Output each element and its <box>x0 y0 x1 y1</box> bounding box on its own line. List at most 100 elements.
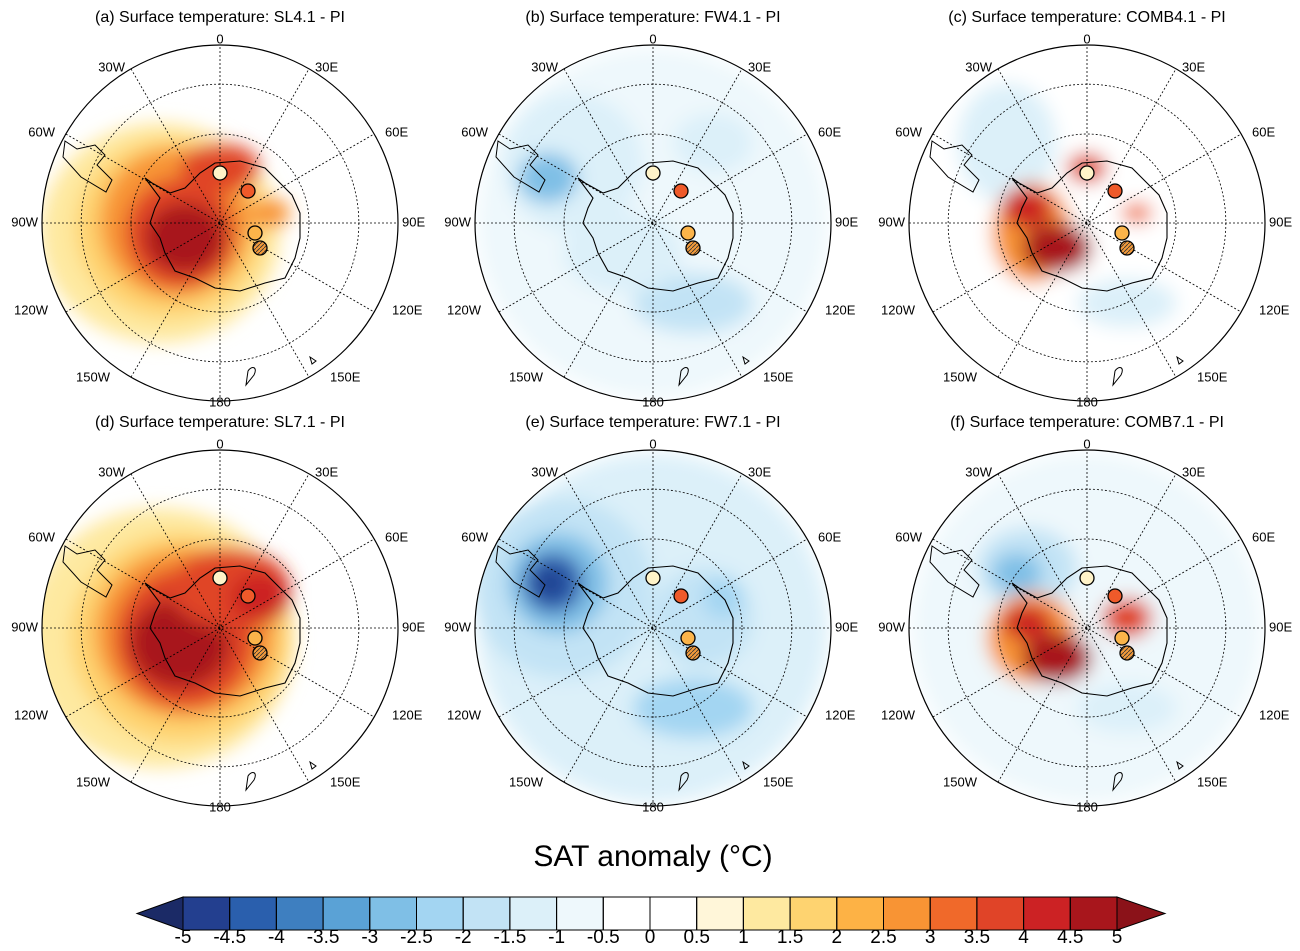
site-marker <box>686 646 700 660</box>
anomaly-region <box>1077 683 1177 733</box>
colorbar-tick-label: -2.5 <box>400 927 433 946</box>
longitude-label: 30W <box>531 464 558 479</box>
site-marker <box>213 571 227 585</box>
longitude-label: 60W <box>895 124 922 139</box>
longitude-label: 120W <box>14 707 49 722</box>
colorbar-tick-label: 2 <box>832 927 843 946</box>
anomaly-region <box>1022 223 1092 273</box>
longitude-label: 30W <box>98 59 125 74</box>
colorbar-box <box>370 897 417 930</box>
longitude-label: 30E <box>1182 464 1205 479</box>
longitude-label: 90W <box>11 619 38 634</box>
longitude-label: 150W <box>943 774 978 789</box>
anomaly-region <box>1102 598 1152 638</box>
anomaly-region <box>230 573 290 623</box>
site-marker <box>686 241 700 255</box>
longitude-label: 30W <box>531 59 558 74</box>
longitude-label: 150E <box>330 369 361 384</box>
colorbar-tick-label: -3 <box>361 927 378 946</box>
longitude-label: 120E <box>392 302 423 317</box>
colorbar-tick-label: 1.5 <box>777 927 803 946</box>
panel-title: (b) Surface temperature: FW4.1 - PI <box>525 9 780 26</box>
panel-title: (e) Surface temperature: FW7.1 - PI <box>525 414 780 431</box>
longitude-label: 120E <box>1259 302 1290 317</box>
map-panel: 030E60E90E120E150E180150W120W90W60W30W(b… <box>444 9 858 409</box>
map-panel: 030E60E90E120E150E180150W120W90W60W30W(d… <box>11 414 425 814</box>
colorbar-box <box>1024 897 1071 930</box>
longitude-label: 60E <box>818 529 841 544</box>
figure: 030E60E90E120E150E180150W120W90W60W30W(a… <box>0 0 1300 946</box>
colorbar-box <box>603 897 650 930</box>
colorbar-tick-label: -2 <box>455 927 472 946</box>
site-marker <box>1120 646 1134 660</box>
site-marker <box>248 631 262 645</box>
site-marker <box>674 184 688 198</box>
longitude-label: 60E <box>1252 124 1275 139</box>
longitude-label: 120W <box>881 302 916 317</box>
map-panel: 030E60E90E120E150E180150W120W90W60W30W(e… <box>444 414 858 814</box>
longitude-label: 90E <box>835 214 858 229</box>
longitude-label: 60E <box>385 529 408 544</box>
colorbar-box <box>977 897 1024 930</box>
site-marker <box>674 589 688 603</box>
longitude-label: 120E <box>1259 707 1290 722</box>
longitude-label: 180 <box>1076 799 1098 814</box>
longitude-label: 30E <box>748 59 771 74</box>
colorbar-box <box>510 897 557 930</box>
anomaly-region <box>145 203 225 273</box>
longitude-label: 120E <box>825 302 856 317</box>
panel-title: (f) Surface temperature: COMB7.1 - PI <box>950 414 1224 431</box>
site-marker <box>646 571 660 585</box>
longitude-label: 180 <box>209 799 231 814</box>
site-marker <box>1080 166 1094 180</box>
longitude-label: 60W <box>461 529 488 544</box>
colorbar-tick-label: -0.5 <box>587 927 620 946</box>
site-marker <box>1108 589 1122 603</box>
anomaly-region <box>1002 188 1052 228</box>
longitude-label: 30E <box>315 464 338 479</box>
site-marker <box>1115 631 1129 645</box>
colorbar-tick-label: -1.5 <box>494 927 527 946</box>
colorbar-box <box>183 897 230 930</box>
longitude-label: 120W <box>447 302 482 317</box>
longitude-label: 150W <box>509 369 544 384</box>
site-marker <box>646 166 660 180</box>
longitude-label: 90E <box>402 214 425 229</box>
longitude-label: 150E <box>1197 369 1228 384</box>
site-marker <box>248 226 262 240</box>
longitude-label: 180 <box>209 394 231 409</box>
longitude-label: 120W <box>447 707 482 722</box>
longitude-label: 30W <box>965 464 992 479</box>
longitude-label: 60E <box>1252 529 1275 544</box>
colorbar-tick-label: 0.5 <box>683 927 709 946</box>
colorbar-box <box>1070 897 1117 930</box>
site-marker <box>213 166 227 180</box>
colorbar-box <box>230 897 277 930</box>
longitude-label: 150E <box>763 774 794 789</box>
colorbar-box <box>884 897 931 930</box>
longitude-label: 150W <box>943 369 978 384</box>
colorbar-tick-label: 1 <box>738 927 749 946</box>
site-marker <box>253 646 267 660</box>
longitude-label: 30W <box>965 59 992 74</box>
longitude-label: 90E <box>402 619 425 634</box>
longitude-label: 180 <box>642 799 664 814</box>
longitude-label: 60W <box>461 124 488 139</box>
longitude-label: 0 <box>1083 436 1090 451</box>
longitude-label: 30E <box>1182 59 1205 74</box>
longitude-label: 0 <box>1083 31 1090 46</box>
colorbar-tick-label: -3.5 <box>307 927 340 946</box>
colorbar-tick-label: -4 <box>268 927 285 946</box>
colorbar-box <box>463 897 510 930</box>
longitude-label: 90W <box>444 214 471 229</box>
anomaly-region <box>1002 605 1052 641</box>
map-panel: 030E60E90E120E150E180150W120W90W60W30W(f… <box>878 414 1292 814</box>
longitude-label: 0 <box>216 31 223 46</box>
longitude-label: 150E <box>1197 774 1228 789</box>
colorbar-box <box>323 897 370 930</box>
panel-title: (d) Surface temperature: SL7.1 - PI <box>95 414 345 431</box>
colorbar-box <box>276 897 323 930</box>
site-marker <box>1108 184 1122 198</box>
anomaly-region <box>1122 203 1152 223</box>
longitude-label: 90W <box>878 214 905 229</box>
